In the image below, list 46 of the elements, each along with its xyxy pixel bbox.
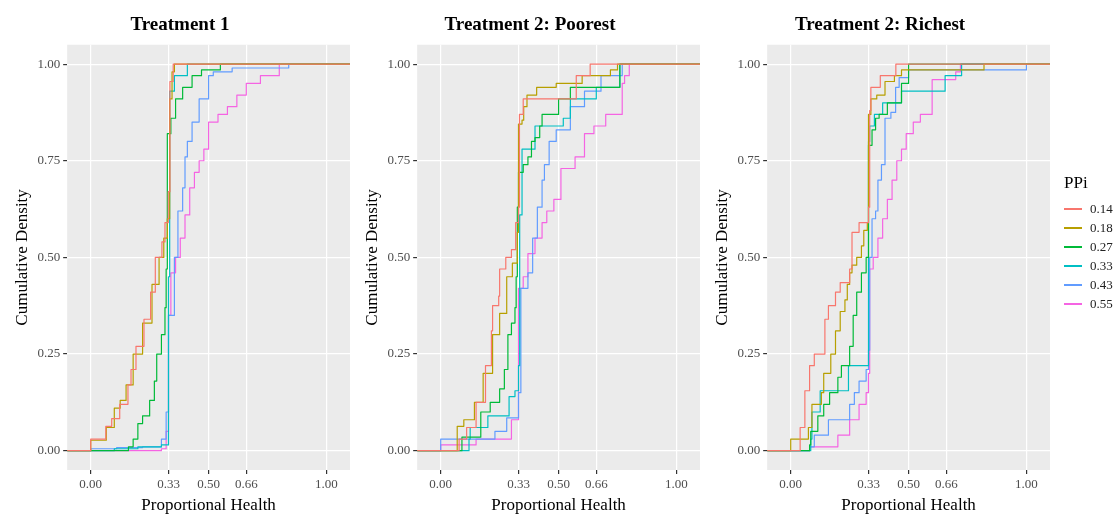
y-tick-label: 0.25 xyxy=(737,345,761,361)
legend-label: 0.43 xyxy=(1090,276,1113,293)
y-tick-label: 0.75 xyxy=(737,152,761,168)
legend-title: PPi xyxy=(1064,173,1089,193)
x-tick-label: 0.66 xyxy=(234,476,259,492)
chart-title: Treatment 2: Poorest xyxy=(444,13,617,35)
y-tick-label: 0.25 xyxy=(387,345,411,361)
y-tick-label: 1.00 xyxy=(737,55,761,71)
y-tick-label: 0.00 xyxy=(37,442,61,458)
x-tick-label: 0.33 xyxy=(857,476,880,492)
x-tick-label: 0.50 xyxy=(547,476,570,492)
x-tick-label: 0.00 xyxy=(79,476,103,492)
x-axis-title: Proportional Health xyxy=(841,495,977,515)
x-tick-label: 1.00 xyxy=(315,476,338,492)
x-axis-title: Proportional Health xyxy=(141,495,277,515)
y-tick-label: 0.50 xyxy=(737,248,761,264)
y-tick-label: 1.00 xyxy=(37,55,61,71)
legend-label: 0.27 xyxy=(1090,238,1113,255)
y-tick-label: 1.00 xyxy=(387,55,411,71)
y-tick-label: 0.75 xyxy=(37,152,61,168)
y-tick-label: 0.50 xyxy=(37,248,61,264)
legend-label: 0.33 xyxy=(1090,257,1113,274)
x-tick-label: 0.00 xyxy=(779,476,803,492)
x-tick-label: 0.66 xyxy=(584,476,609,492)
y-tick-label: 0.25 xyxy=(37,345,61,361)
x-tick-label: 1.00 xyxy=(1015,476,1038,492)
legend-label: 0.18 xyxy=(1090,219,1113,236)
y-tick-label: 0.50 xyxy=(387,248,411,264)
x-axis-title: Proportional Health xyxy=(491,495,627,515)
chart-title: Treatment 1 xyxy=(130,13,230,35)
y-axis-title: Cumulative Density xyxy=(11,188,31,326)
x-tick-label: 1.00 xyxy=(665,476,688,492)
x-tick-label: 0.00 xyxy=(429,476,453,492)
y-tick-label: 0.75 xyxy=(387,152,411,168)
y-axis-title: Cumulative Density xyxy=(711,188,731,326)
legend-label: 0.14 xyxy=(1090,200,1113,217)
legend-label: 0.55 xyxy=(1090,295,1113,312)
x-tick-label: 0.66 xyxy=(934,476,959,492)
y-axis-title: Cumulative Density xyxy=(361,188,381,326)
y-tick-label: 0.00 xyxy=(737,442,761,458)
x-tick-label: 0.33 xyxy=(157,476,180,492)
chart-title: Treatment 2: Richest xyxy=(794,13,966,35)
x-tick-label: 0.50 xyxy=(897,476,920,492)
x-tick-label: 0.50 xyxy=(197,476,220,492)
y-tick-label: 0.00 xyxy=(387,442,411,458)
x-tick-label: 0.33 xyxy=(507,476,530,492)
